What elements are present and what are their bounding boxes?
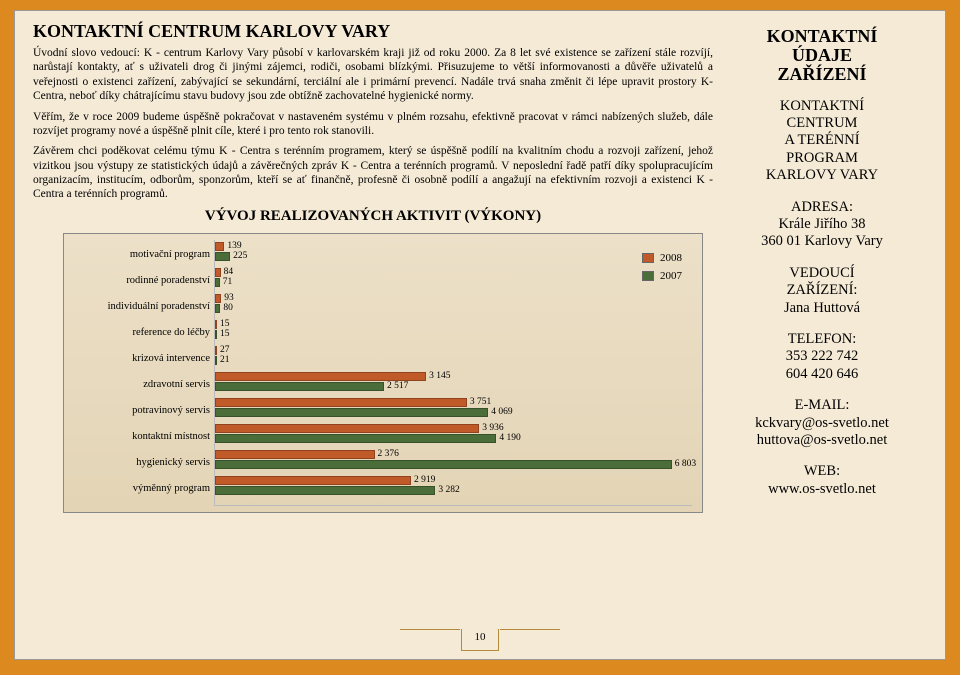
chart-bar bbox=[215, 450, 375, 459]
chart-bar-value: 84 bbox=[224, 267, 234, 277]
chart-category-label: individuální poradenství bbox=[75, 294, 210, 320]
side-head-3: ZAŘÍZENÍ bbox=[717, 65, 927, 84]
chart-bar bbox=[215, 294, 221, 303]
activity-chart: 2008 2007 motivační program139225rodinné… bbox=[63, 233, 703, 513]
side-head-1: KONTAKTNÍ bbox=[717, 27, 927, 46]
chart-bar bbox=[215, 242, 224, 251]
chart-bar-value: 21 bbox=[220, 355, 230, 365]
chart-bar bbox=[215, 476, 411, 485]
chart-bar bbox=[215, 268, 221, 277]
chart-bar-value: 80 bbox=[223, 303, 233, 313]
chart-bar-value: 93 bbox=[224, 293, 234, 303]
email-1: kckvary@os-svetlo.net bbox=[717, 415, 927, 432]
chart-bar bbox=[215, 398, 467, 407]
chart-bar bbox=[215, 434, 496, 443]
chart-category-label: krizová intervence bbox=[75, 346, 210, 372]
org-5: KARLOVY VARY bbox=[717, 167, 927, 184]
chart-bar-value: 15 bbox=[220, 329, 230, 339]
chart-bar bbox=[215, 278, 220, 287]
email-2: huttova@os-svetlo.net bbox=[717, 432, 927, 449]
chart-category-label: zdravotní servis bbox=[75, 372, 210, 398]
chart-bar-value: 3 145 bbox=[429, 371, 450, 381]
phone-block: TELEFON: 353 222 742 604 420 646 bbox=[717, 331, 927, 383]
page: KONTAKTNÍ CENTRUM KARLOVY VARY Úvodní sl… bbox=[14, 10, 946, 660]
address-block: ADRESA: Krále Jiřího 38 360 01 Karlovy V… bbox=[717, 199, 927, 251]
address-line-2: 360 01 Karlovy Vary bbox=[717, 233, 927, 250]
chart-bar bbox=[215, 486, 435, 495]
leader-name: Jana Huttová bbox=[717, 300, 927, 317]
chart-bar bbox=[215, 304, 220, 313]
chart-bar-value: 15 bbox=[220, 319, 230, 329]
leader-label-2: ZAŘÍZENÍ: bbox=[717, 282, 927, 299]
chart-category-label: výměnný program bbox=[75, 476, 210, 502]
intro-paragraph-3: Závěrem chci poděkovat celému týmu K - C… bbox=[33, 144, 713, 202]
intro-paragraph-1: Úvodní slovo vedoucí: K - centrum Karlov… bbox=[33, 46, 713, 104]
chart-bar bbox=[215, 372, 426, 381]
chart-bar bbox=[215, 382, 384, 391]
chart-bar-value: 139 bbox=[227, 241, 241, 251]
chart-bar bbox=[215, 460, 672, 469]
chart-bar-value: 225 bbox=[233, 251, 247, 261]
chart-plot-area: motivační program139225rodinné poradenst… bbox=[214, 240, 692, 506]
chart-bar bbox=[215, 330, 217, 339]
phone-label: TELEFON: bbox=[717, 331, 927, 348]
chart-title: VÝVOJ REALIZOVANÝCH AKTIVIT (VÝKONY) bbox=[33, 208, 713, 225]
chart-bar bbox=[215, 252, 230, 261]
email-block: E-MAIL: kckvary@os-svetlo.net huttova@os… bbox=[717, 397, 927, 449]
org-3: A TERÉNNÍ bbox=[717, 132, 927, 149]
org-block: KONTAKTNÍ CENTRUM A TERÉNNÍ PROGRAM KARL… bbox=[717, 98, 927, 185]
web-url: www.os-svetlo.net bbox=[717, 481, 927, 498]
chart-bar bbox=[215, 346, 217, 355]
web-label: WEB: bbox=[717, 463, 927, 480]
chart-category-label: rodinné poradenství bbox=[75, 268, 210, 294]
chart-category-label: potravinový servis bbox=[75, 398, 210, 424]
chart-bar bbox=[215, 408, 488, 417]
web-block: WEB: www.os-svetlo.net bbox=[717, 463, 927, 498]
chart-bar bbox=[215, 356, 217, 365]
page-number: 10 bbox=[461, 629, 499, 651]
chart-bar-value: 71 bbox=[223, 277, 233, 287]
org-4: PROGRAM bbox=[717, 150, 927, 167]
chart-category-label: hygienický servis bbox=[75, 450, 210, 476]
org-1: KONTAKTNÍ bbox=[717, 98, 927, 115]
chart-bar-value: 4 069 bbox=[491, 407, 512, 417]
chart-bar-value: 6 803 bbox=[675, 459, 696, 469]
page-title: KONTAKTNÍ CENTRUM KARLOVY VARY bbox=[33, 21, 713, 42]
main-column: KONTAKTNÍ CENTRUM KARLOVY VARY Úvodní sl… bbox=[33, 21, 713, 513]
contact-sidebar: KONTAKTNÍ ÚDAJE ZAŘÍZENÍ KONTAKTNÍ CENTR… bbox=[717, 21, 927, 512]
chart-bar-value: 2 517 bbox=[387, 381, 408, 391]
chart-bar-value: 3 936 bbox=[482, 423, 503, 433]
chart-category-label: motivační program bbox=[75, 242, 210, 268]
chart-bar bbox=[215, 320, 217, 329]
chart-bar-value: 27 bbox=[220, 345, 230, 355]
chart-bar-value: 4 190 bbox=[499, 433, 520, 443]
intro-paragraph-2: Věřím, že v roce 2009 budeme úspěšně pok… bbox=[33, 110, 713, 139]
leader-label-1: VEDOUCÍ bbox=[717, 265, 927, 282]
page-number-value: 10 bbox=[475, 631, 486, 643]
chart-bar-value: 2 919 bbox=[414, 475, 435, 485]
chart-bar bbox=[215, 424, 479, 433]
chart-bar-value: 3 282 bbox=[438, 485, 459, 495]
side-head-2: ÚDAJE bbox=[717, 46, 927, 65]
chart-category-label: reference do léčby bbox=[75, 320, 210, 346]
address-label: ADRESA: bbox=[717, 199, 927, 216]
address-line-1: Krále Jiřího 38 bbox=[717, 216, 927, 233]
leader-block: VEDOUCÍ ZAŘÍZENÍ: Jana Huttová bbox=[717, 265, 927, 317]
org-2: CENTRUM bbox=[717, 115, 927, 132]
phone-1: 353 222 742 bbox=[717, 348, 927, 365]
sidebar-heading: KONTAKTNÍ ÚDAJE ZAŘÍZENÍ bbox=[717, 27, 927, 84]
email-label: E-MAIL: bbox=[717, 397, 927, 414]
phone-2: 604 420 646 bbox=[717, 366, 927, 383]
chart-bar-value: 3 751 bbox=[470, 397, 491, 407]
chart-category-label: kontaktní místnost bbox=[75, 424, 210, 450]
chart-bar-value: 2 376 bbox=[378, 449, 399, 459]
